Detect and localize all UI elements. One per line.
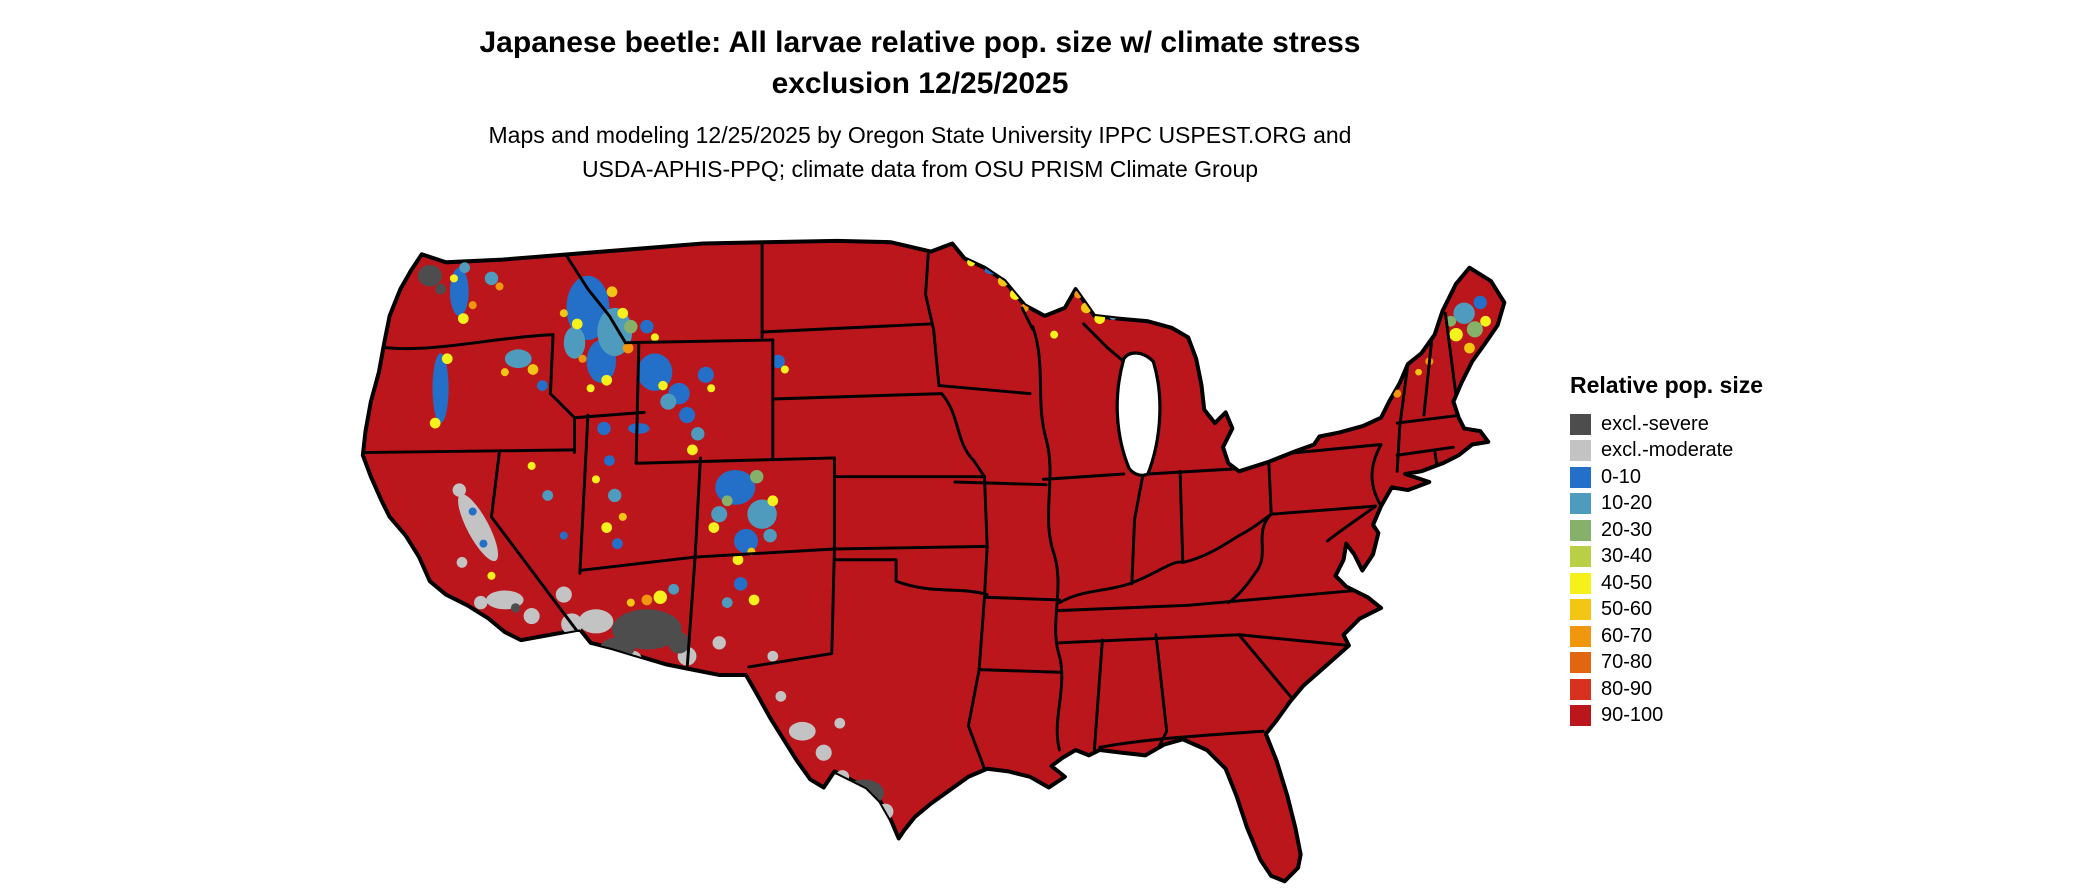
legend-swatch (1570, 625, 1591, 647)
legend-item-label: 80-90 (1601, 677, 1653, 700)
us-map-svg (360, 238, 1507, 884)
legend-swatch (1570, 413, 1591, 435)
legend-item: 70-80 (1570, 650, 1870, 677)
state-borders (362, 240, 1463, 771)
legend-item-label: 70-80 (1601, 651, 1653, 674)
legend-item-label: 40-50 (1601, 571, 1653, 594)
us-outline (360, 238, 1507, 884)
lake-michigan (1115, 351, 1162, 477)
legend-item: excl.-severe (1570, 411, 1870, 438)
legend-item: 60-70 (1570, 623, 1870, 650)
legend-item-label: 60-70 (1601, 624, 1653, 647)
title-block: Japanese beetle: All larvae relative pop… (0, 22, 1840, 186)
us-map (300, 198, 1535, 892)
legend-title: Relative pop. size (1570, 372, 1764, 398)
page-subtitle-line1: Maps and modeling 12/25/2025 by Oregon S… (488, 122, 1352, 148)
legend-item-label: 0-10 (1601, 465, 1642, 488)
legend-item: 40-50 (1570, 570, 1870, 597)
legend-swatch (1570, 705, 1591, 727)
page-title: Japanese beetle: All larvae relative pop… (0, 22, 1840, 104)
legend-item: 50-60 (1570, 597, 1870, 624)
legend-item: 90-100 (1570, 703, 1870, 730)
legend-item-label: 90-100 (1601, 704, 1664, 727)
legend-item-label: 20-30 (1601, 518, 1653, 541)
legend-swatch (1570, 519, 1591, 541)
legend-item-label: 50-60 (1601, 598, 1653, 621)
legend-items: excl.-severe excl.-moderate 0-10 10-20 20-30… (1570, 411, 1870, 729)
legend-swatch (1570, 466, 1591, 488)
legend-swatch (1570, 652, 1591, 674)
legend-item-label: excl.-moderate (1601, 439, 1734, 462)
legend-item: 20-30 (1570, 517, 1870, 544)
legend: Relative pop. size excl.-severe excl.-mod… (1570, 372, 1870, 729)
legend-item-label: excl.-severe (1601, 412, 1709, 435)
page-subtitle: Maps and modeling 12/25/2025 by Oregon S… (0, 118, 1840, 186)
legend-item: 80-90 (1570, 676, 1870, 703)
legend-swatch (1570, 572, 1591, 594)
legend-item-label: 10-20 (1601, 492, 1653, 515)
legend-swatch (1570, 546, 1591, 568)
legend-item-label: 30-40 (1601, 545, 1653, 568)
legend-item: excl.-moderate (1570, 438, 1870, 465)
legend-swatch (1570, 440, 1591, 462)
legend-item: 30-40 (1570, 544, 1870, 571)
legend-item: 10-20 (1570, 491, 1870, 518)
page-subtitle-line2: USDA-APHIS-PPQ; climate data from OSU PR… (581, 156, 1259, 182)
legend-swatch (1570, 678, 1591, 700)
page-title-line1: Japanese beetle: All larvae relative pop… (479, 26, 1361, 59)
page-title-line2: exclusion 12/25/2025 (771, 67, 1069, 100)
legend-swatch (1570, 599, 1591, 621)
legend-swatch (1570, 493, 1591, 515)
legend-item: 0-10 (1570, 464, 1870, 491)
